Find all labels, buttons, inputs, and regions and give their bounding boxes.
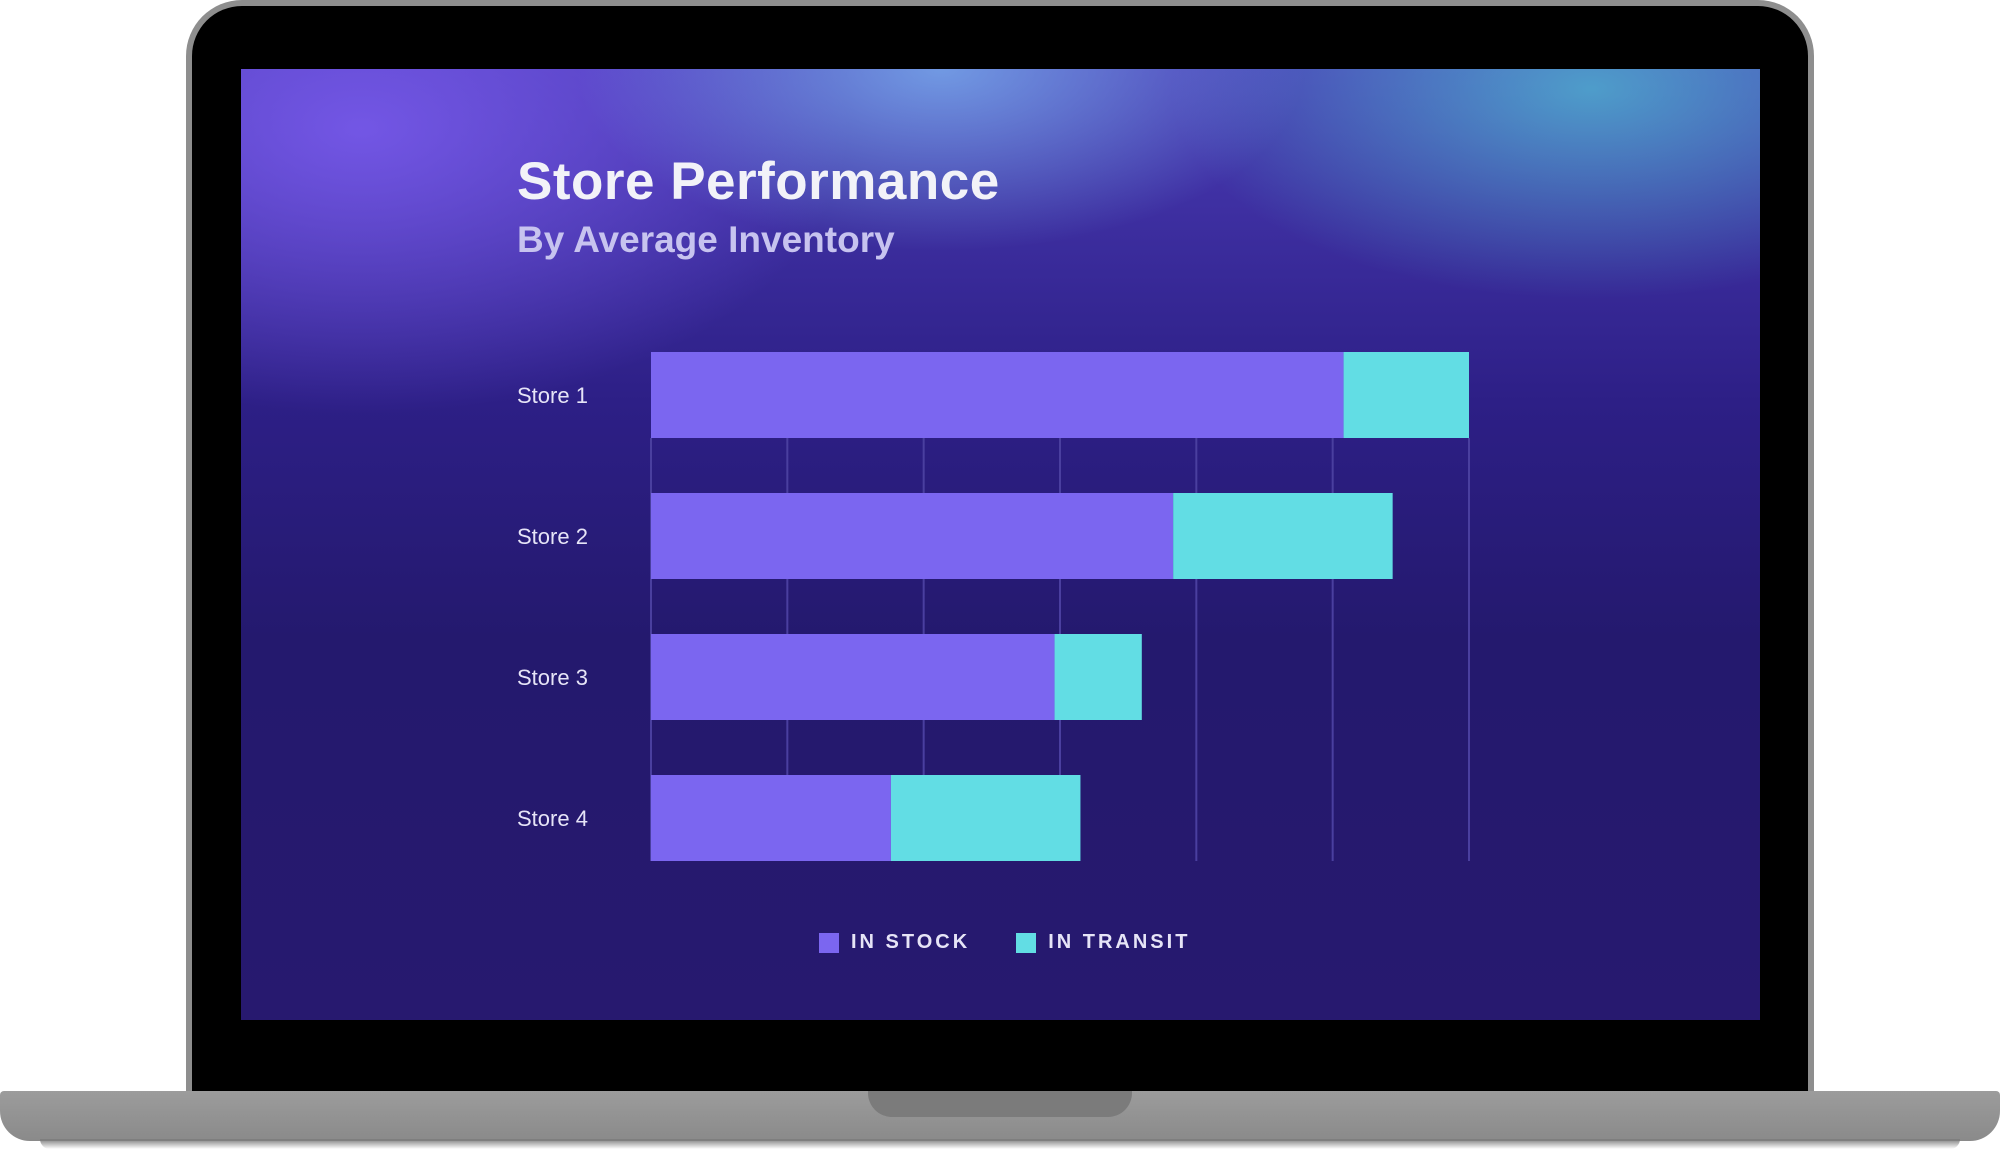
bar-in-stock	[651, 493, 1174, 579]
chart-legend: IN STOCK IN TRANSIT	[819, 931, 1190, 954]
bar-in-stock	[651, 634, 1055, 720]
category-label: Store 3	[517, 665, 588, 690]
category-label: Store 4	[517, 806, 588, 831]
bar-in-stock	[651, 775, 891, 861]
laptop-notch	[868, 1091, 1132, 1117]
bar-chart: Store 1 Store 2 Store 3 Store 4	[517, 352, 1470, 861]
bar-in-stock	[651, 352, 1344, 438]
bar-in-transit	[1054, 634, 1142, 720]
chart-title: Store Performance	[517, 152, 1000, 211]
legend-label-in-stock: IN STOCK	[851, 931, 971, 953]
bar-in-transit	[890, 775, 1081, 861]
legend-label-in-transit: IN TRANSIT	[1048, 931, 1191, 953]
bar-in-transit	[1343, 352, 1469, 438]
legend-item-in-transit: IN TRANSIT	[1016, 931, 1190, 954]
legend-swatch-in-transit	[1016, 932, 1037, 953]
chart-subtitle: By Average Inventory	[517, 219, 895, 260]
category-label: Store 2	[517, 524, 588, 549]
category-label: Store 1	[517, 383, 588, 408]
bar-in-transit	[1173, 493, 1393, 579]
legend-item-in-stock: IN STOCK	[819, 931, 970, 954]
laptop-base-shadow	[40, 1139, 1960, 1149]
chart-screen: Store Performance By Average Inventory S…	[241, 69, 1760, 1020]
legend-swatch-in-stock	[819, 932, 839, 953]
